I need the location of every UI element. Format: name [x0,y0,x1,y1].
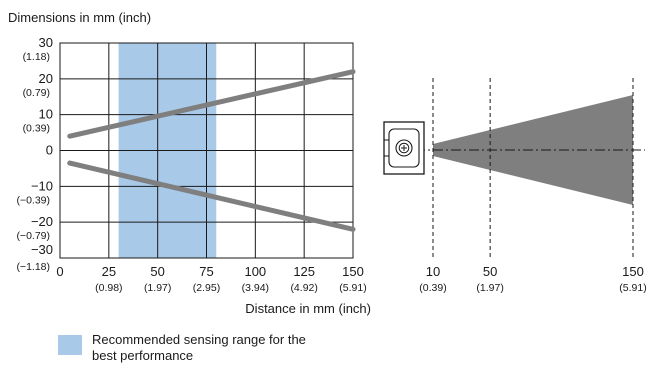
x-tick-label: 0 [56,264,63,279]
plot-frame [59,42,354,259]
x-axis-label: Distance in mm (inch) [245,301,371,316]
y-tick-sublabel: (0.39) [23,123,50,135]
x-tick-label: 150 [342,264,364,279]
diagram-tick-sublabel: (0.39) [419,282,446,294]
x-tick-sublabel: (2.95) [193,282,220,294]
x-tick-sublabel: (3.94) [242,282,269,294]
y-tick-label: 0 [46,143,53,158]
diagram-tick-label: 150 [622,264,644,279]
legend-label: Recommended sensing range for the best p… [92,332,306,363]
diagram-tick-label: 50 [483,264,497,279]
x-tick-sublabel: (5.91) [339,282,366,294]
legend-swatch-recommended-range [58,335,82,355]
chart-title: Dimensions in mm (inch) [8,10,151,25]
y-tick-label: 20 [39,71,53,86]
sensor-lens-inner [398,142,410,154]
x-tick-label: 75 [199,264,213,279]
y-tick-sublabel: (−0.79) [16,230,50,242]
legend: Recommended sensing range for the best p… [58,332,322,364]
y-tick-label: −20 [31,214,53,229]
y-tick-sublabel: (−1.18) [16,261,50,273]
series-line-2 [67,160,356,232]
x-tick-sublabel: (1.97) [144,282,171,294]
x-tick-sublabel: (4.92) [290,282,317,294]
y-tick-label: 30 [39,35,53,50]
x-tick-sublabel: (0.98) [95,282,122,294]
y-tick-sublabel: (−0.39) [16,194,50,206]
y-tick-label: −10 [31,178,53,193]
x-tick-label: 25 [102,264,116,279]
y-tick-label: −30 [31,242,53,257]
diagram-tick-label: 10 [426,264,440,279]
x-tick-label: 125 [293,264,315,279]
x-tick-label: 100 [244,264,266,279]
diagram-tick-sublabel: (5.91) [619,282,646,294]
series-line-1 [67,69,356,139]
x-tick-label: 50 [150,264,164,279]
light-grid-sensor-icon [383,121,425,175]
y-tick-label: 10 [39,107,53,122]
y-tick-sublabel: (0.79) [23,87,50,99]
y-tick-sublabel: (1.18) [23,51,50,63]
diagram-tick-sublabel: (1.97) [476,282,503,294]
